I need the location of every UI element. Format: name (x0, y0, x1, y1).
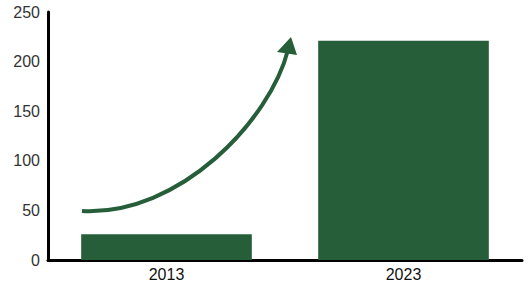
svg-text:2023: 2023 (386, 266, 422, 283)
svg-text:50: 50 (22, 202, 40, 219)
svg-text:2013: 2013 (149, 266, 185, 283)
svg-text:150: 150 (13, 103, 40, 120)
svg-text:100: 100 (13, 152, 40, 169)
svg-text:200: 200 (13, 53, 40, 70)
svg-text:250: 250 (13, 4, 40, 21)
svg-text:0: 0 (31, 252, 40, 269)
